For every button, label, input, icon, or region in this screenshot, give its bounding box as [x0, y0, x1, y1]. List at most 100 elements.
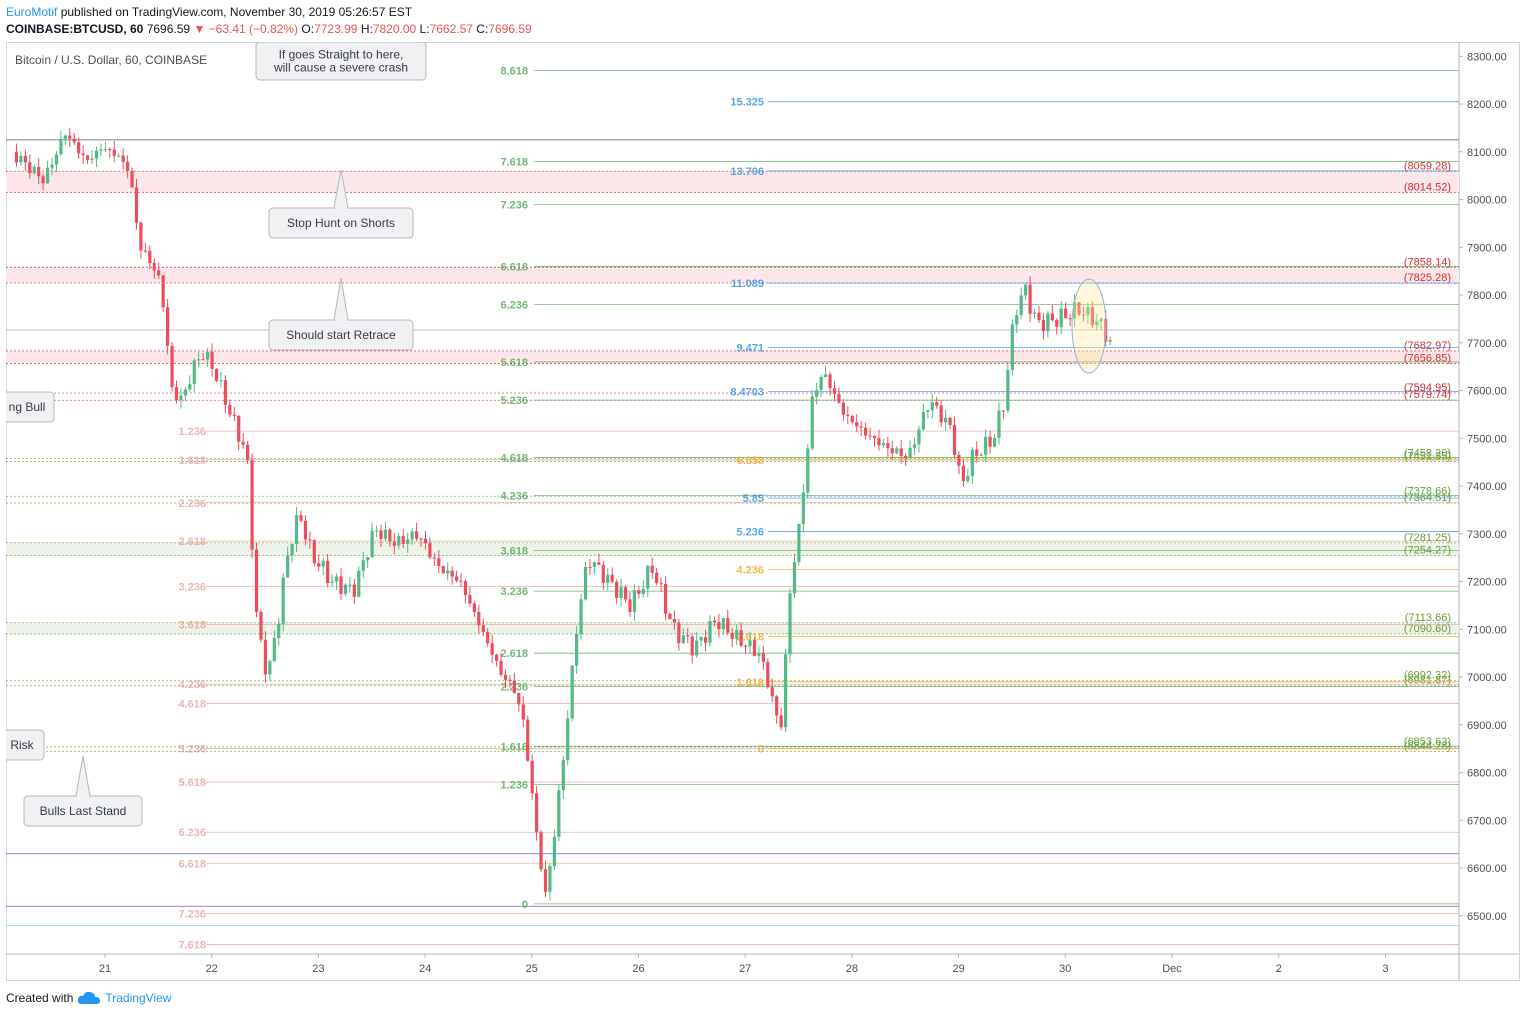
annotation-bull-text: ng Bull — [9, 400, 46, 414]
price-tick-label: 8100.00 — [1467, 147, 1507, 159]
candle-body — [1099, 318, 1103, 322]
price-tick-label: 7600.00 — [1467, 386, 1507, 398]
candle-body — [472, 603, 476, 613]
candle-body — [743, 645, 748, 647]
price-tick-label: 7900.00 — [1467, 242, 1507, 254]
high-label: H: — [360, 22, 373, 36]
candle-body — [232, 414, 236, 416]
candle-body — [561, 760, 565, 791]
candle-body — [837, 393, 841, 403]
fib-red-label: 5.618 — [178, 777, 206, 789]
price-tick-label: 6800.00 — [1467, 768, 1507, 780]
annotation-crash-text: If goes Straight to here, — [279, 48, 404, 62]
candle-body — [352, 584, 356, 597]
level-label: (7682.97) — [1404, 340, 1451, 352]
candle-body — [334, 576, 339, 582]
candle-body — [552, 836, 556, 867]
author-link[interactable]: EuroMotif — [6, 5, 58, 19]
candle-body — [170, 345, 174, 387]
fib-red-label: 7.236 — [178, 908, 206, 920]
fib-green-label: 3.618 — [500, 546, 528, 558]
fib-green-label: 0 — [522, 899, 528, 911]
level-label: (7281.25) — [1404, 532, 1451, 544]
time-tick-label: 27 — [739, 963, 751, 975]
fib-orange-label: 1.618 — [736, 677, 764, 689]
price-tick-label: 7200.00 — [1467, 577, 1507, 589]
annotation-retrace-pointer — [333, 277, 349, 321]
tradingview-link[interactable]: TradingView — [105, 991, 172, 1005]
candle-body — [317, 563, 321, 567]
candle-body — [152, 263, 156, 271]
candle-body — [272, 637, 276, 662]
candle-body — [32, 166, 36, 174]
publish-line: EuroMotif published on TradingView.com, … — [6, 4, 1526, 21]
candle-body — [423, 538, 428, 544]
candle-body — [90, 158, 94, 160]
chart-area[interactable]: 8300.00 8200.00 8100.00 8000.00 7900.00 7800.… — [0, 41, 1526, 982]
price-chart[interactable]: 8300.00 8200.00 8100.00 8000.00 7900.00 7800.… — [0, 41, 1526, 982]
candle-body — [548, 866, 552, 892]
candle-body — [570, 665, 574, 719]
candle-body — [610, 574, 614, 582]
highlight-ellipse — [1071, 278, 1107, 374]
candle-body — [984, 436, 988, 455]
candle-body — [437, 558, 441, 566]
candle-body — [623, 587, 628, 600]
candle-body — [859, 426, 863, 428]
candle-body — [1024, 284, 1028, 296]
level-label: (7579.74) — [1404, 389, 1451, 401]
fib-green-label: 1.236 — [500, 779, 528, 791]
candle-body — [1028, 284, 1032, 314]
candle-body — [454, 576, 459, 581]
fib-orange-label: 6.853 — [736, 455, 764, 467]
candle-body — [823, 374, 828, 377]
candle-body — [512, 680, 516, 693]
candle-body — [757, 652, 761, 657]
time-tick-label: 2 — [1276, 963, 1282, 975]
fib-red-label: 3.236 — [178, 581, 206, 593]
candle-body — [615, 581, 619, 598]
level-label: (7451.35) — [1404, 451, 1451, 463]
candle-body — [517, 692, 521, 705]
candle-body — [1090, 307, 1094, 326]
level-label: (8014.52) — [1404, 182, 1451, 194]
level-label: (7656.85) — [1404, 352, 1451, 364]
fib-red-label: 2.236 — [178, 498, 206, 510]
candle-body — [366, 557, 370, 561]
candle-body — [526, 719, 530, 761]
candle-body — [850, 415, 854, 423]
candle-body — [864, 427, 868, 436]
fib-green-label: 7.236 — [500, 199, 528, 211]
price-tick-label: 6700.00 — [1467, 815, 1507, 827]
candle-body — [268, 661, 272, 675]
price-tick-label: 8200.00 — [1467, 99, 1507, 111]
candle-body — [841, 402, 845, 415]
candle-body — [68, 135, 72, 139]
candle-body — [637, 590, 641, 594]
candle-body — [686, 635, 690, 637]
candle-body — [939, 405, 943, 423]
candle-body — [432, 557, 436, 559]
candle-body — [148, 250, 152, 264]
created-with-text: Created with — [6, 991, 74, 1005]
price-tick-label: 7100.00 — [1467, 624, 1507, 636]
candle-body — [886, 443, 890, 449]
candle-body — [619, 587, 623, 598]
candle-body — [179, 395, 183, 401]
level-label: (7458.20) — [1404, 447, 1451, 459]
candle-body — [254, 549, 259, 612]
candle-body — [659, 583, 663, 585]
candle-body — [1015, 315, 1019, 325]
fib-green-label: 8.618 — [500, 66, 528, 78]
candle-body — [134, 187, 139, 223]
candle-body — [783, 654, 788, 728]
candle-body — [1068, 318, 1072, 320]
annotation-bull: ng Bull — [0, 391, 55, 423]
candle-body — [223, 380, 227, 405]
candle-body — [117, 155, 121, 157]
fib-blue-label: 5.236 — [736, 526, 764, 538]
candle-body — [166, 307, 170, 346]
candle-body — [944, 417, 948, 423]
candle-body — [197, 359, 201, 361]
candle-body — [806, 448, 810, 493]
